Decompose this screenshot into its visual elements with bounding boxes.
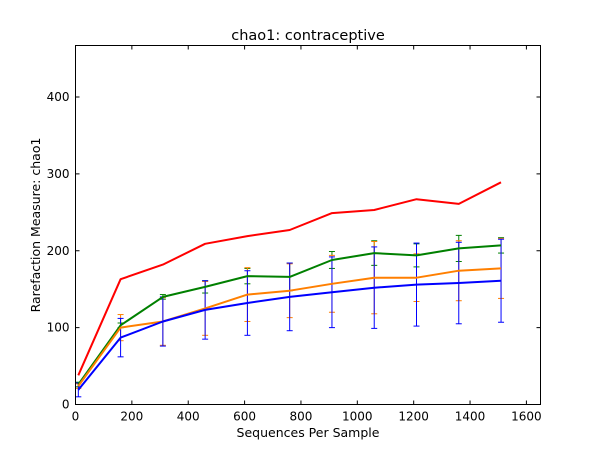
x-tick-label: 600 xyxy=(233,410,256,424)
plot-frame xyxy=(75,45,541,405)
axis-ticks: 0 200 400 600 800 1000 1200 1400 1600 0 100 200 300 4… xyxy=(47,45,542,424)
y-tick-label: 200 xyxy=(47,244,70,258)
x-tick-label: 200 xyxy=(120,410,143,424)
chart-title: chao1: contraceptive xyxy=(231,28,385,44)
series-line-3 xyxy=(77,279,502,391)
x-tick-label: 800 xyxy=(290,410,313,424)
y-tick-label: 0 xyxy=(62,398,70,412)
x-axis-label: Sequences Per Sample xyxy=(237,425,380,440)
y-tick-label: 400 xyxy=(47,90,70,104)
x-tick-label: 1600 xyxy=(511,410,542,424)
series-line-1 xyxy=(77,244,502,386)
x-tick-label: 1400 xyxy=(455,410,486,424)
series-line-2 xyxy=(77,267,502,387)
plot-area xyxy=(75,181,505,398)
series-3 xyxy=(75,238,505,398)
x-tick-label: 400 xyxy=(177,410,200,424)
x-tick-label: 0 xyxy=(72,410,80,424)
x-tick-label: 1200 xyxy=(398,410,429,424)
series-line-0 xyxy=(77,181,502,376)
y-tick-label: 100 xyxy=(47,321,70,335)
y-tick-label: 300 xyxy=(47,167,70,181)
x-tick-label: 1000 xyxy=(342,410,373,424)
y-axis-label: Rarefaction Measure: chao1 xyxy=(28,138,43,313)
